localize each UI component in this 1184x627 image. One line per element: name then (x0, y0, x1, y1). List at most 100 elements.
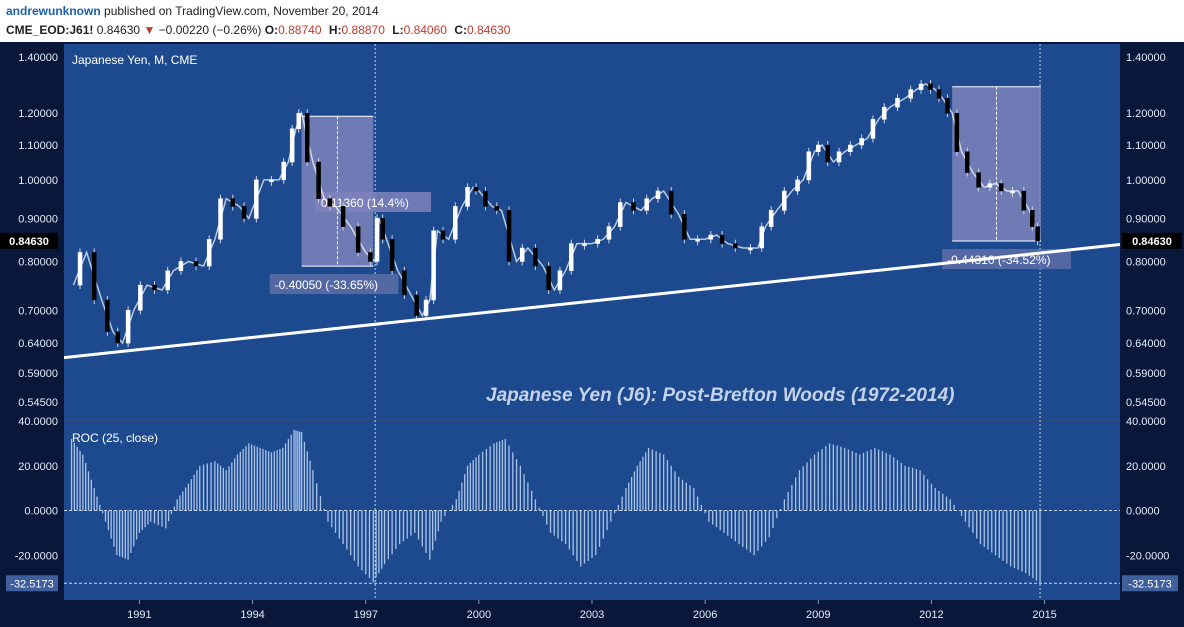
x-tick-label: 1997 (353, 609, 377, 621)
y-tick-label-right: 1.00000 (1126, 175, 1166, 187)
x-tick-label: 2012 (919, 609, 943, 621)
candle-down (316, 161, 321, 199)
candle-down (305, 112, 310, 163)
close-label: C: (454, 23, 467, 37)
candle-up (759, 226, 764, 249)
last-price-label-left: 0.84630 (9, 236, 49, 248)
publish-line: andrewunknown published on TradingView.c… (6, 4, 379, 18)
measure-boxes: -0.40050 (-33.65%) -0.44310 (-34.52%) 0.11… (269, 86, 1071, 295)
y-tick-label-right: 1.20000 (1126, 108, 1166, 120)
candle-up (795, 179, 800, 192)
candle-down (483, 190, 488, 207)
last-price: 0.84630 (96, 23, 141, 37)
close-value: 0.84630 (466, 23, 511, 37)
candle-down (631, 202, 636, 211)
candle-up (595, 239, 600, 244)
candle-up (569, 243, 574, 271)
last-price-label-right: 0.84630 (1132, 236, 1172, 248)
roc-tick-label-left: 0.0000 (24, 506, 58, 518)
candle-down (733, 243, 738, 249)
candle-up (423, 299, 429, 316)
candle-down (546, 265, 551, 291)
author-link[interactable]: andrewunknown (6, 4, 101, 18)
x-tick-label: 2009 (806, 609, 830, 621)
candle-up (987, 183, 993, 188)
low-value: 0.84060 (403, 23, 447, 37)
candle-up (882, 106, 887, 120)
candle-down (327, 198, 333, 207)
measure-label-bg (269, 274, 399, 295)
main-pane-title: Japanese Yen, M, CME (72, 53, 197, 67)
roc-tick-label-right: -20.0000 (1126, 550, 1169, 562)
chart-annotation: Japanese Yen (J6): Post-Bretton Woods (1… (486, 385, 954, 406)
open-value: 0.88740 (278, 23, 322, 37)
candle-up (77, 252, 83, 286)
candle-up (465, 187, 470, 207)
measure-label: -0.44310 (-34.52%) (947, 253, 1050, 267)
candle-down (152, 284, 157, 291)
candle-up (870, 119, 876, 139)
candle-down (965, 151, 970, 173)
candle-up (768, 210, 774, 227)
x-tick-label: 2015 (1032, 609, 1056, 621)
last-price-tag-left (0, 232, 58, 249)
candle-down (533, 247, 538, 267)
last-price-tag-right (1122, 232, 1182, 249)
roc-tick-label-left: -20.0000 (15, 550, 58, 562)
candle-down (825, 144, 830, 163)
support-trendline (63, 243, 1121, 360)
candle-up (908, 89, 913, 99)
chart-header: andrewunknown published on TradingView.c… (0, 0, 1184, 42)
price-series (63, 79, 1121, 360)
candle-down (115, 331, 120, 344)
y-tick-label-right: 0.70000 (1126, 305, 1166, 317)
candle-up (606, 226, 612, 240)
candle-down (473, 187, 479, 192)
roc-bars (70, 429, 1041, 584)
open-label: O: (264, 23, 279, 37)
candle-down (945, 98, 950, 114)
candle-down (241, 206, 247, 219)
price-pane[interactable] (64, 44, 1120, 419)
candle-up (138, 284, 143, 311)
y-tick-label-left: 0.70000 (18, 305, 58, 317)
price-chart[interactable]: -0.40050 (-33.65%) -0.44310 (-34.52%) 0.11… (0, 42, 1184, 627)
roc-tick-label-left: 20.0000 (18, 461, 58, 473)
candle-down (668, 190, 674, 215)
roc-tick-label-right: 0.0000 (1126, 506, 1160, 518)
candle-up (178, 261, 184, 271)
low-label: L: (392, 23, 404, 37)
candle-down (719, 234, 725, 244)
y-tick-label-left: 1.20000 (18, 108, 58, 120)
candle-up (816, 144, 821, 152)
candle-down (230, 198, 236, 207)
candle-down (193, 261, 199, 267)
candle-up (695, 239, 700, 242)
candle-up (269, 179, 274, 183)
candle-down (355, 226, 361, 253)
y-tick-label-right: 1.10000 (1126, 140, 1166, 152)
y-tick-label-right: 1.40000 (1126, 52, 1166, 64)
x-tick-label: 2000 (467, 609, 491, 621)
high-value: 0.88870 (341, 23, 385, 37)
candle-down (1035, 226, 1040, 242)
y-tick-label-left: 0.90000 (18, 213, 58, 225)
symbol-line: CME_EOD:J61! 0.84630 ▼ −0.00220 (−0.26%)… (6, 23, 514, 37)
candle-down (506, 210, 512, 262)
roc-last-tag-right (1122, 575, 1178, 592)
symbol-name[interactable]: CME_EOD:J61! (6, 23, 94, 37)
y-tick-label-right: 0.59000 (1126, 368, 1166, 380)
candle-down (105, 299, 110, 333)
candle-up (836, 151, 842, 163)
x-tick-label: 2006 (693, 609, 717, 621)
candle-up (1010, 190, 1015, 194)
candle-up (281, 161, 286, 181)
high-label: H: (328, 23, 342, 37)
down-arrow-icon: ▼ (143, 23, 156, 37)
price-change: −0.00220 (−0.26%) (158, 23, 262, 37)
measure-label: -0.40050 (-33.65%) (275, 278, 378, 292)
y-tick-label-right: 0.80000 (1126, 256, 1166, 268)
candle-down (494, 206, 500, 211)
roc-last-tag-left (6, 575, 58, 592)
candle-down (368, 252, 373, 262)
